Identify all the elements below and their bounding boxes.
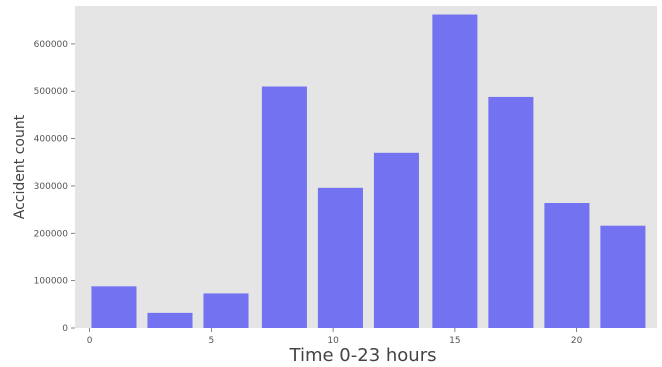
x-axis-ticks: 0 5 10 15 20 — [87, 328, 583, 346]
y-tick-label: 400000 — [34, 135, 69, 145]
x-axis-label: Time 0-23 hours — [289, 345, 437, 366]
x-tick-label: 15 — [449, 336, 460, 346]
y-tick-label: 500000 — [34, 87, 69, 97]
bar — [317, 187, 363, 328]
x-tick-label: 5 — [209, 336, 215, 346]
x-tick-label: 0 — [87, 336, 93, 346]
bar — [488, 96, 534, 328]
bar — [432, 14, 478, 328]
bar — [373, 152, 419, 328]
y-tick-label: 0 — [62, 324, 68, 334]
y-axis-ticks: 0 100000 200000 300000 400000 500000 600000 — [34, 40, 75, 334]
bar — [600, 225, 646, 328]
bar — [203, 293, 249, 328]
y-axis-label: Accident count — [12, 114, 28, 219]
y-tick-label: 100000 — [34, 277, 69, 287]
bars-group — [91, 14, 646, 328]
y-tick-label: 300000 — [34, 182, 69, 192]
bar — [91, 286, 137, 328]
bar — [147, 312, 193, 328]
bar — [261, 86, 307, 328]
x-tick-label: 20 — [571, 336, 583, 346]
bar — [544, 202, 590, 328]
x-tick-label: 10 — [327, 336, 339, 346]
y-tick-label: 200000 — [34, 229, 69, 239]
y-tick-label: 600000 — [34, 40, 69, 50]
